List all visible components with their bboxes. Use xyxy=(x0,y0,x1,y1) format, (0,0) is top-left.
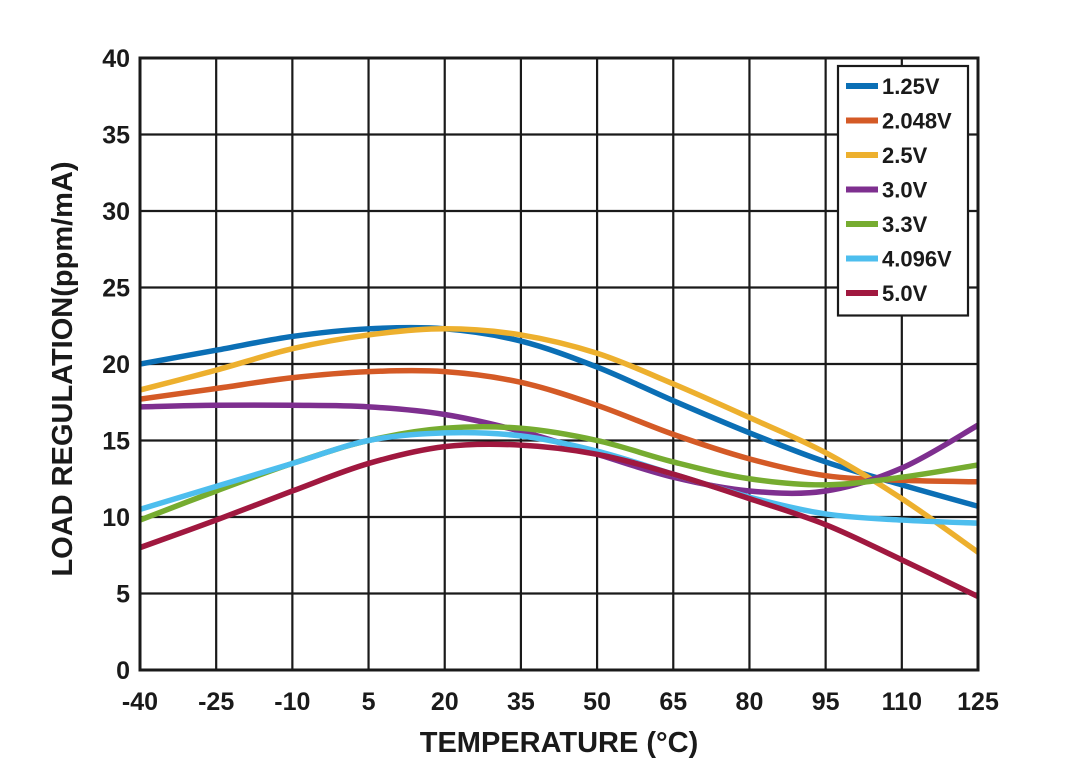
y-tick-label: 40 xyxy=(102,45,130,73)
x-tick-label: 80 xyxy=(736,688,764,716)
series-line-4-096v xyxy=(140,429,978,526)
y-tick-label: 20 xyxy=(102,351,130,379)
legend-label: 3.0V xyxy=(882,178,928,203)
y-tick-label: 30 xyxy=(102,198,130,226)
x-tick-label: -40 xyxy=(122,688,158,716)
y-tick-label: 10 xyxy=(102,504,130,532)
legend-label: 3.3V xyxy=(882,212,928,237)
x-tick-label: 110 xyxy=(882,688,922,716)
y-tick-label: 25 xyxy=(102,275,130,303)
series-line-2-048v xyxy=(140,367,978,485)
series-line-5-0v xyxy=(140,441,978,600)
x-tick-label: 50 xyxy=(583,688,611,716)
series-lines xyxy=(140,324,978,600)
series-line-2-5v xyxy=(140,326,978,555)
y-axis-title: LOAD REGULATION(ppm/mA) xyxy=(47,161,79,576)
series-line-1-25v xyxy=(140,324,978,510)
legend-label: 4.096V xyxy=(882,247,952,272)
x-tick-label: 125 xyxy=(957,688,999,716)
y-tick-label: 5 xyxy=(116,581,130,609)
x-axis-title: TEMPERATURE (°C) xyxy=(420,727,699,759)
x-tick-label: 5 xyxy=(362,688,376,716)
y-tick-label: 0 xyxy=(116,657,130,685)
legend: 1.25V 2.048V 2.5V 3.0V 3.3V 4.096V 5.0V xyxy=(836,64,970,317)
legend-label: 2.5V xyxy=(882,143,928,168)
y-tick-label: 15 xyxy=(102,428,130,456)
x-tick-label: 20 xyxy=(431,688,459,716)
legend-label: 2.048V xyxy=(882,109,952,134)
x-tick-labels: -40 -25 -10 5 20 35 50 65 80 95 110 125 xyxy=(122,688,999,716)
plot-frame xyxy=(138,56,980,672)
x-tick-label: 65 xyxy=(659,688,687,716)
y-tick-label: 35 xyxy=(102,122,130,150)
x-tick-label: 35 xyxy=(507,688,535,716)
y-tick-labels: 0 5 10 15 20 25 30 35 40 xyxy=(102,45,130,685)
x-tick-label: -10 xyxy=(274,688,310,716)
legend-label: 1.25V xyxy=(882,74,940,99)
x-tick-label: 95 xyxy=(812,688,840,716)
legend-label: 5.0V xyxy=(882,281,928,306)
x-tick-label: -25 xyxy=(198,688,234,716)
